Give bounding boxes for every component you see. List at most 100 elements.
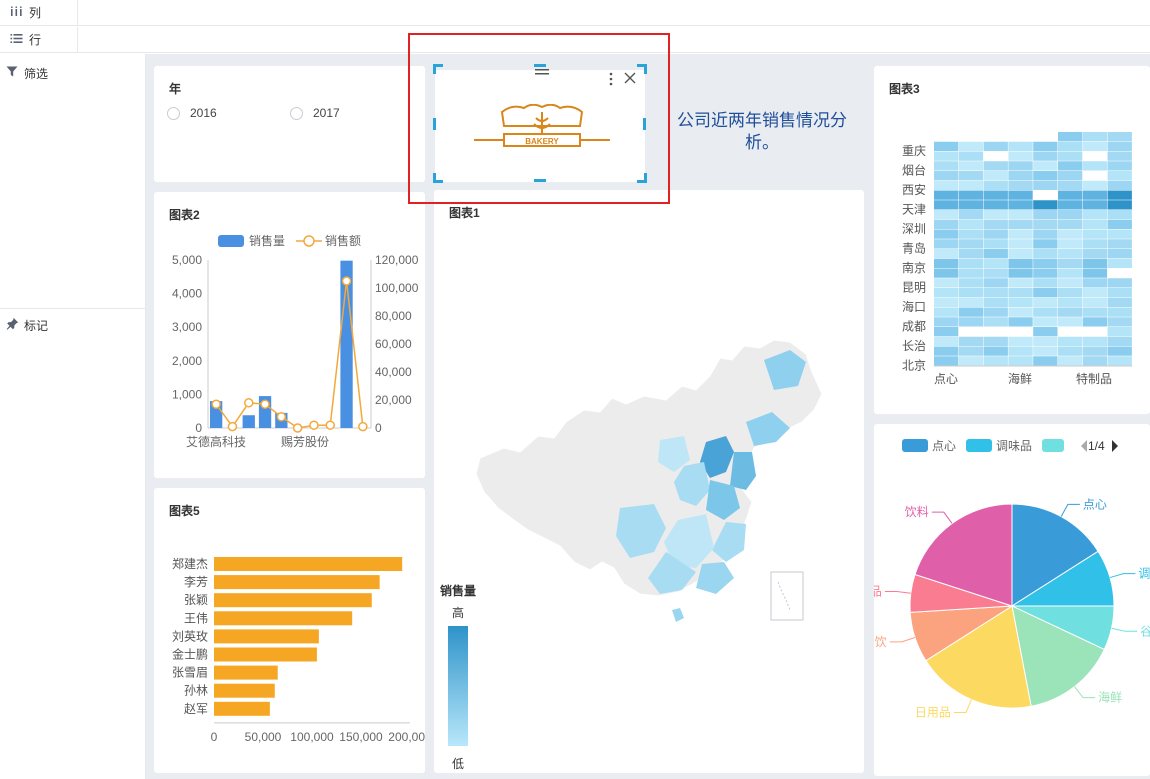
heatmap-cell [934, 190, 959, 200]
heatmap-cell [958, 190, 984, 200]
heatmap-cell [934, 161, 959, 171]
heatmap-cell [934, 317, 959, 327]
heatmap-cell [1107, 317, 1132, 327]
close-icon[interactable] [624, 72, 636, 84]
rows-shelf[interactable]: 行 [0, 27, 1150, 53]
heatmap-cell [1008, 268, 1033, 278]
row-label: 长治 [902, 339, 926, 353]
heatmap-cell [934, 180, 959, 190]
heatmap-cell [1082, 356, 1108, 366]
heatmap-cell [1033, 229, 1058, 239]
heatmap-cell [1107, 268, 1132, 278]
y-tick-label-left: 4,000 [172, 287, 202, 301]
heatmap-cell [1058, 297, 1083, 307]
heatmap-cell [983, 219, 1008, 229]
category-label: 王伟 [184, 611, 208, 625]
heatmap-cell [934, 210, 959, 220]
map-legend-gradient[interactable] [448, 626, 468, 746]
resize-handle-bottom-right[interactable] [637, 173, 647, 183]
heatmap-cell [1008, 288, 1033, 298]
line-point [244, 398, 254, 408]
columns-shelf-label: 列 [0, 0, 78, 25]
heatmap-cell [934, 258, 959, 268]
heatmap-cell [934, 336, 959, 346]
chart5-card[interactable]: 图表5 郑建杰 李芳 张颖 王伟 刘英玫 金士鹏 张雪眉 孙林 赵军 0 50,000 100,000… [154, 488, 425, 773]
heatmap-cell [1008, 171, 1033, 181]
heatmap-cell [1058, 180, 1083, 190]
bar [214, 557, 403, 571]
heatmap-cell [983, 132, 1008, 142]
heatmap-cell [1058, 219, 1083, 229]
pie-label: 海鲜 [1098, 690, 1122, 705]
heatmap-cell [983, 180, 1008, 190]
row-label: 海口 [902, 299, 926, 314]
pie-label-line [953, 699, 972, 713]
row-label: 青岛 [902, 241, 926, 256]
row-label: 西安 [902, 182, 926, 197]
heatmap-cell [1107, 278, 1132, 288]
category-label: 张雪眉 [172, 666, 208, 680]
heatmap-cell [1008, 180, 1033, 190]
resize-handle-top-right[interactable] [637, 64, 647, 74]
resize-handle-top-left[interactable] [433, 64, 443, 74]
headline-text[interactable]: 公司近两年销售情况分析。 [677, 111, 847, 152]
heatmap-cell [1033, 327, 1058, 337]
south-sea-inset [770, 571, 804, 621]
resize-handle-right[interactable] [643, 118, 646, 130]
resize-handle-bottom-left[interactable] [433, 173, 443, 183]
heatmap-cell [1107, 180, 1132, 190]
heatmap-cell [983, 190, 1008, 200]
resize-handle-bottom[interactable] [534, 179, 546, 182]
year-filter-card[interactable]: 年 2016 2017 [154, 66, 425, 182]
heatmap-cell [983, 307, 1008, 317]
resize-handle-left[interactable] [433, 118, 436, 130]
heatmap-cell [1033, 258, 1058, 268]
year-option-2016[interactable]: 2016 [167, 106, 217, 120]
y-tick-label-right: 80,000 [375, 309, 412, 323]
resize-handle-top[interactable] [534, 64, 546, 67]
heatmap-cell [1033, 180, 1058, 190]
chart2-title: 图表2 [169, 208, 200, 222]
heatmap-cell [1033, 268, 1058, 278]
heatmap-cell [1107, 171, 1132, 181]
heatmap-cell [934, 278, 959, 288]
heatmap-cell [1008, 210, 1033, 220]
heatmap-cell [1033, 141, 1058, 151]
map-province-highlight [648, 552, 696, 594]
legend-swatch [966, 439, 992, 452]
heatmap-cell [1033, 132, 1058, 142]
chart2-card[interactable]: 图表2 销售量 销售额 0 1,000 2,000 3,000 4,000 5,000 0 20,… [154, 192, 425, 478]
heatmap-cell [1033, 356, 1058, 366]
mark-section[interactable]: 标记 [0, 314, 146, 336]
category-label: 赵军 [184, 702, 208, 716]
columns-shelf[interactable]: 列 [0, 0, 1150, 26]
more-options-icon[interactable] [607, 72, 615, 86]
chart4-card[interactable]: 点心 调味品 1/4 点心调谷海鲜 日用品 饮 品 饮料 [874, 424, 1150, 776]
x-tick-label: 赐芳股份 [281, 435, 329, 449]
mark-label: 标记 [24, 318, 49, 333]
chart3-card[interactable]: 图表3 重庆 烟台 西安 天津 深圳 青岛 南京 昆明 海口 成都 长治 北京 点心 海鲜 特制品 [874, 66, 1150, 414]
year-option-2017[interactable]: 2017 [290, 106, 340, 120]
drag-handle-icon[interactable] [535, 66, 549, 75]
map-legend-high: 高 [452, 606, 465, 620]
legend-label: 销售量 [249, 233, 285, 248]
heatmap-cell [1058, 132, 1083, 142]
heatmap-cell [958, 219, 984, 229]
year-option-label: 2017 [313, 106, 340, 120]
heatmap-cell [1082, 288, 1108, 298]
x-tick-label: 50,000 [245, 730, 282, 744]
bar [214, 683, 275, 698]
heatmap-cell [958, 258, 984, 268]
image-widget[interactable]: BAKERY [435, 69, 645, 182]
chart1-card[interactable]: 图表1 销售量 高 低 [434, 190, 864, 773]
pie-label-line [889, 637, 916, 643]
map-province-highlight [712, 522, 746, 562]
heatmap-cell [1008, 307, 1033, 317]
heatmap-cell [1033, 161, 1058, 171]
heatmap-cell [983, 317, 1008, 327]
filter-section[interactable]: 筛选 [0, 62, 146, 84]
heatmap-cell [1058, 317, 1083, 327]
heatmap-cell [958, 336, 984, 346]
heatmap-cell [1008, 327, 1033, 337]
heatmap-cell [934, 249, 959, 259]
